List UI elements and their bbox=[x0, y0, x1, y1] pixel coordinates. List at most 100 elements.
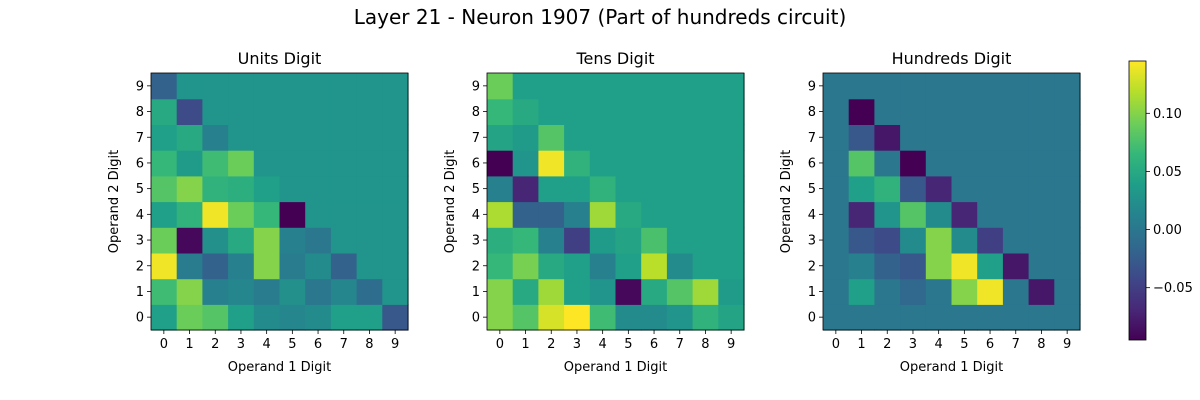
heatmap-cell bbox=[202, 201, 229, 228]
x-tick-label: 1 bbox=[521, 337, 529, 352]
y-axis-label: Operand 2 Digit bbox=[443, 150, 458, 253]
heatmap-cell bbox=[718, 98, 745, 125]
heatmap-cell bbox=[615, 227, 642, 254]
x-tick-label: 4 bbox=[263, 337, 271, 352]
heatmap-cell bbox=[977, 278, 1004, 305]
heatmap-cell bbox=[692, 201, 719, 228]
panel-title: Hundreds Digit bbox=[892, 49, 1012, 68]
heatmap-cell bbox=[330, 73, 358, 100]
heatmap-cell bbox=[925, 150, 953, 177]
y-tick-label: 8 bbox=[472, 105, 480, 120]
heatmap-cell bbox=[228, 73, 255, 100]
heatmap-cell bbox=[977, 73, 1004, 100]
heatmap-cell bbox=[900, 150, 927, 177]
heatmap-cell bbox=[279, 304, 306, 331]
y-tick-label: 8 bbox=[808, 105, 816, 120]
heatmap-cell bbox=[228, 98, 255, 125]
heatmap-cell bbox=[487, 124, 514, 151]
heatmap-cell bbox=[589, 124, 617, 151]
axes-frame bbox=[486, 72, 745, 331]
heatmap-cell bbox=[1002, 201, 1030, 228]
heatmap-cell bbox=[589, 201, 617, 228]
heatmap-cell bbox=[202, 175, 229, 203]
heatmap-cell bbox=[356, 98, 383, 125]
heatmap-panel-2: 0 1 2 3 4 5 6 7 8 9 0 1 2 3 4 5 6 7 8 9 Tens Digit Operand 1 … bbox=[443, 49, 745, 375]
heatmap-cell bbox=[487, 150, 514, 177]
heatmap-cell bbox=[1028, 98, 1055, 125]
heatmap-cell bbox=[202, 304, 229, 331]
y-axis-label: Operand 2 Digit bbox=[107, 150, 122, 253]
heatmap-cell bbox=[305, 98, 332, 125]
heatmap-cell bbox=[848, 304, 875, 331]
x-tick-label: 2 bbox=[883, 337, 891, 352]
x-tick-label: 6 bbox=[650, 337, 658, 352]
heatmap-cell bbox=[512, 304, 539, 331]
panel-title: Units Digit bbox=[238, 49, 322, 68]
y-tick-label: 4 bbox=[136, 208, 144, 223]
heatmap-cell bbox=[512, 252, 539, 280]
heatmap-cell bbox=[151, 150, 178, 177]
x-tick-label: 3 bbox=[909, 337, 917, 352]
heatmap-cell bbox=[1028, 73, 1055, 100]
heatmap-cell bbox=[538, 201, 565, 228]
heatmap-cell bbox=[951, 150, 978, 177]
heatmap-cell bbox=[589, 252, 617, 280]
heatmap-cell bbox=[977, 98, 1004, 125]
heatmap-panel-1: 0 1 2 3 4 5 6 7 8 9 0 1 2 3 4 5 6 7 8 9 Units Digit Operand 1… bbox=[107, 49, 409, 375]
heatmap-cell bbox=[641, 252, 668, 280]
heatmap-cell bbox=[900, 304, 927, 331]
heatmap-cell bbox=[202, 252, 229, 280]
y-tick-label: 0 bbox=[136, 311, 144, 326]
heatmap-cell bbox=[356, 150, 383, 177]
heatmap-cell bbox=[228, 304, 255, 331]
heatmap-cell bbox=[692, 150, 719, 177]
heatmap-cell bbox=[151, 227, 178, 254]
heatmap-cell bbox=[848, 201, 875, 228]
heatmap-cell bbox=[228, 124, 255, 151]
heatmap-cell bbox=[202, 73, 229, 100]
heatmap-cell bbox=[151, 201, 178, 228]
heatmap-cell bbox=[823, 150, 850, 177]
heatmap-cell bbox=[564, 150, 591, 177]
heatmap-cell bbox=[176, 278, 203, 305]
x-tick-label: 5 bbox=[624, 337, 632, 352]
heatmap-cell bbox=[305, 201, 332, 228]
heatmap-cell bbox=[279, 73, 306, 100]
heatmap-cell bbox=[253, 227, 281, 254]
heatmap-cell bbox=[977, 252, 1004, 280]
y-tick-label: 9 bbox=[808, 79, 816, 94]
heatmap-cell bbox=[925, 227, 953, 254]
heatmap-cell bbox=[718, 150, 745, 177]
heatmap-cell bbox=[666, 98, 694, 125]
heatmap-cell bbox=[487, 304, 514, 331]
heatmap-cell bbox=[666, 175, 694, 203]
heatmap-cell bbox=[1054, 175, 1081, 203]
y-tick-label: 7 bbox=[808, 131, 816, 146]
heatmap-cell bbox=[692, 124, 719, 151]
heatmap-cell bbox=[228, 150, 255, 177]
heatmap-cell bbox=[279, 201, 306, 228]
heatmap-cell bbox=[253, 73, 281, 100]
heatmap-cell bbox=[848, 124, 875, 151]
heatmap-cell bbox=[823, 304, 850, 331]
heatmap-cell bbox=[951, 278, 978, 305]
heatmap-cell bbox=[279, 252, 306, 280]
heatmap-cell bbox=[564, 252, 591, 280]
heatmap-cell bbox=[330, 98, 358, 125]
heatmap-cell bbox=[538, 98, 565, 125]
heatmap-cell bbox=[330, 252, 358, 280]
heatmap-cell bbox=[151, 278, 178, 305]
x-tick-label: 1 bbox=[857, 337, 865, 352]
heatmap-cell bbox=[487, 98, 514, 125]
heatmap-cell bbox=[228, 201, 255, 228]
heatmap-cell bbox=[1054, 150, 1081, 177]
heatmap-cell bbox=[512, 175, 539, 203]
heatmap-cell bbox=[589, 98, 617, 125]
x-tick-label: 4 bbox=[935, 337, 943, 352]
heatmap-cell bbox=[1002, 304, 1030, 331]
heatmap-cell bbox=[253, 201, 281, 228]
heatmap-cell bbox=[151, 175, 178, 203]
x-tick-label: 7 bbox=[1012, 337, 1020, 352]
heatmap-cell bbox=[692, 252, 719, 280]
heatmap-cell bbox=[382, 73, 409, 100]
